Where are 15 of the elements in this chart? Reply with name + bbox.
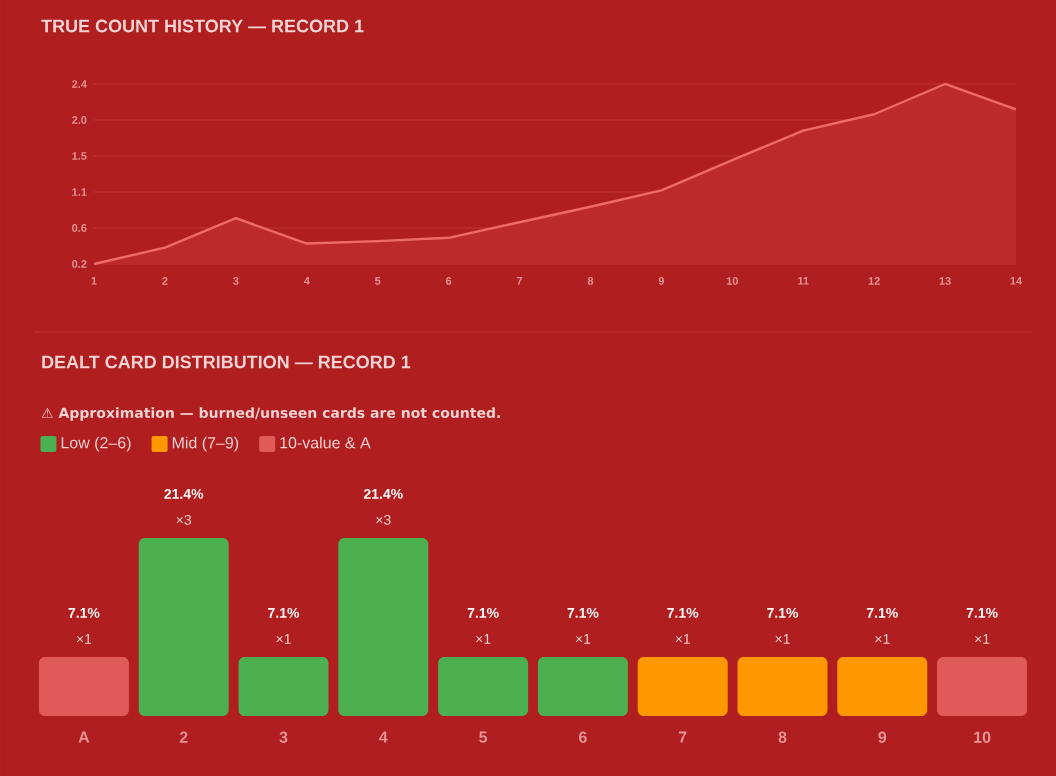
x-tick-label: 6 bbox=[579, 731, 587, 743]
chart-title: DEALT CARD DISTRIBUTION — RECORD 1 bbox=[42, 355, 411, 369]
x-tick-label: 7 bbox=[678, 731, 687, 743]
x-tick-label: 5 bbox=[479, 731, 488, 743]
x-tick-label: 9 bbox=[878, 731, 887, 743]
x-tick-label: A bbox=[78, 731, 90, 743]
chart-title: TRUE COUNT HISTORY — RECORD 1 bbox=[41, 19, 364, 33]
legend-label: 10-value & A bbox=[280, 436, 371, 449]
x-tick-label: 4 bbox=[379, 731, 388, 743]
x-tick-label: 3 bbox=[279, 731, 288, 743]
legend-label: Mid (7–9) bbox=[172, 436, 239, 452]
x-tick-label: 8 bbox=[778, 731, 787, 743]
legend-label: Low (2–6) bbox=[61, 436, 131, 452]
x-tick-label: 2 bbox=[179, 731, 188, 743]
x-tick-label: 10 bbox=[974, 731, 991, 743]
